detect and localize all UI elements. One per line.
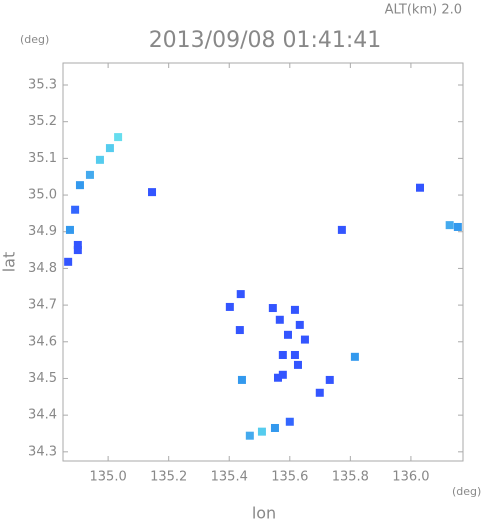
y-tick-label: 35.0 [28, 188, 57, 203]
echo-point [416, 183, 425, 192]
echo-point [85, 170, 94, 179]
y-tick-label: 35.1 [28, 151, 57, 166]
echo-point [95, 155, 104, 164]
x-unit: (deg) [452, 485, 481, 498]
y-tick-label: 34.5 [28, 371, 57, 386]
echo-point [114, 133, 123, 142]
y-tick-label: 35.2 [28, 114, 57, 129]
echo-point [453, 222, 462, 231]
y-tick-label: 34.9 [28, 224, 57, 239]
echo-point [445, 221, 454, 230]
x-tick-label: 135.0 [90, 470, 127, 485]
altitude-label: ALT(km) 2.0 [385, 3, 462, 18]
echo-point [236, 290, 245, 299]
echo-point [245, 431, 254, 440]
echo-point [337, 225, 346, 234]
chart-title: 2013/09/08 01:41:41 [149, 28, 382, 53]
echo-point [290, 305, 299, 314]
echo-point [350, 352, 359, 361]
echo-point [293, 360, 302, 369]
echo-point [275, 315, 284, 324]
echo-point [295, 320, 304, 329]
y-tick-label: 34.6 [28, 334, 57, 349]
echo-point [270, 423, 279, 432]
echo-point [235, 326, 244, 335]
echo-point [64, 257, 73, 266]
plot-frame [62, 62, 464, 462]
echo-point [65, 225, 74, 234]
y-unit: (deg) [20, 33, 49, 46]
echo-point [225, 302, 234, 311]
echo-point [300, 335, 309, 344]
echo-point [285, 417, 294, 426]
echo-point [257, 427, 266, 436]
y-tick-label: 34.8 [28, 261, 57, 276]
x-tick-label: 135.2 [150, 470, 187, 485]
echo-point [283, 330, 292, 339]
echo-point [73, 240, 82, 249]
echo-point [290, 350, 299, 359]
echo-point [268, 304, 277, 313]
y-axis-label: lat [0, 252, 19, 273]
echo-point [278, 350, 287, 359]
y-tick-label: 35.3 [28, 78, 57, 93]
echo-point [105, 144, 114, 153]
echo-point [278, 370, 287, 379]
x-tick-label: 135.6 [271, 470, 308, 485]
y-tick-label: 34.3 [28, 444, 57, 459]
echo-point [273, 373, 282, 382]
x-axis-label: lon [252, 504, 276, 521]
echo-point [315, 388, 324, 397]
echo-point [237, 375, 246, 384]
echo-point [148, 188, 157, 197]
echo-point [71, 205, 80, 214]
echo-point [75, 181, 84, 190]
x-tick-label: 135.4 [211, 470, 248, 485]
y-tick-label: 34.4 [28, 408, 57, 423]
echo-point [73, 246, 82, 255]
x-tick-label: 136.0 [392, 470, 429, 485]
x-tick-label: 135.8 [332, 470, 369, 485]
y-tick-label: 34.7 [28, 298, 57, 313]
echo-point [325, 375, 334, 384]
